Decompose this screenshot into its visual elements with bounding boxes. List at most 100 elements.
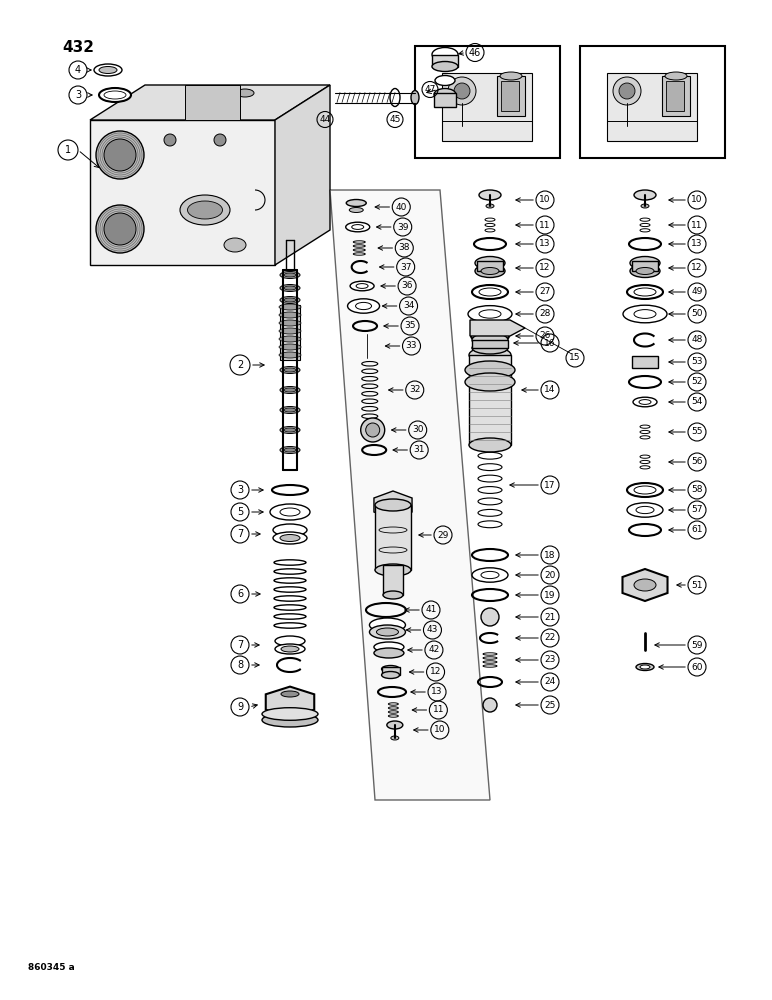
Text: 44: 44 bbox=[320, 115, 330, 124]
Ellipse shape bbox=[627, 285, 663, 299]
Polygon shape bbox=[266, 687, 314, 717]
Text: 29: 29 bbox=[437, 530, 449, 540]
Text: 13: 13 bbox=[691, 239, 703, 248]
Ellipse shape bbox=[284, 273, 296, 277]
Ellipse shape bbox=[468, 306, 512, 322]
Ellipse shape bbox=[432, 47, 458, 62]
Ellipse shape bbox=[284, 298, 296, 302]
Polygon shape bbox=[90, 120, 275, 265]
Ellipse shape bbox=[636, 506, 654, 514]
Text: 13: 13 bbox=[432, 688, 443, 696]
Ellipse shape bbox=[634, 310, 656, 318]
Text: 16: 16 bbox=[544, 338, 556, 348]
Ellipse shape bbox=[472, 568, 508, 582]
Bar bbox=[280, 305, 300, 360]
Ellipse shape bbox=[280, 446, 300, 454]
Ellipse shape bbox=[478, 332, 502, 340]
Text: 11: 11 bbox=[540, 221, 550, 230]
Ellipse shape bbox=[280, 296, 300, 304]
Text: 22: 22 bbox=[544, 634, 556, 643]
Ellipse shape bbox=[350, 281, 374, 291]
Ellipse shape bbox=[411, 91, 419, 104]
Text: 38: 38 bbox=[398, 243, 410, 252]
Ellipse shape bbox=[390, 89, 400, 106]
Ellipse shape bbox=[623, 305, 667, 323]
Bar bbox=[375, 505, 411, 570]
Text: 46: 46 bbox=[469, 47, 481, 57]
Text: 54: 54 bbox=[691, 397, 703, 406]
Text: 36: 36 bbox=[401, 282, 413, 290]
Bar bbox=[381, 667, 400, 675]
Ellipse shape bbox=[270, 504, 310, 520]
Text: 11: 11 bbox=[432, 706, 444, 714]
Bar bbox=[632, 261, 658, 271]
Text: 12: 12 bbox=[691, 263, 703, 272]
Ellipse shape bbox=[224, 238, 246, 252]
Circle shape bbox=[96, 131, 144, 179]
Bar bbox=[434, 93, 456, 106]
Ellipse shape bbox=[94, 64, 122, 76]
Text: 14: 14 bbox=[544, 385, 556, 394]
Text: 47: 47 bbox=[425, 85, 435, 94]
Bar bbox=[666, 81, 684, 111]
Circle shape bbox=[619, 83, 635, 99]
Text: 13: 13 bbox=[540, 239, 550, 248]
Text: 35: 35 bbox=[405, 322, 416, 330]
Ellipse shape bbox=[469, 347, 511, 363]
Text: 57: 57 bbox=[691, 506, 703, 514]
Ellipse shape bbox=[471, 329, 509, 343]
Ellipse shape bbox=[634, 288, 656, 296]
Ellipse shape bbox=[479, 310, 501, 318]
Ellipse shape bbox=[375, 564, 411, 576]
Ellipse shape bbox=[432, 62, 458, 72]
Ellipse shape bbox=[486, 204, 494, 208]
Bar bbox=[632, 356, 658, 368]
Ellipse shape bbox=[375, 499, 411, 511]
Ellipse shape bbox=[465, 373, 515, 391]
Ellipse shape bbox=[280, 284, 300, 292]
Ellipse shape bbox=[99, 88, 131, 102]
Polygon shape bbox=[470, 320, 525, 336]
Bar bbox=[432, 54, 458, 66]
Ellipse shape bbox=[391, 736, 399, 740]
Bar bbox=[383, 565, 403, 595]
Ellipse shape bbox=[279, 304, 301, 310]
Text: 34: 34 bbox=[403, 302, 415, 310]
Text: 3: 3 bbox=[237, 485, 243, 495]
Text: 21: 21 bbox=[544, 612, 556, 621]
Ellipse shape bbox=[352, 225, 364, 229]
Text: 23: 23 bbox=[544, 656, 556, 664]
Text: 15: 15 bbox=[569, 354, 581, 362]
Ellipse shape bbox=[374, 648, 404, 658]
Ellipse shape bbox=[284, 428, 296, 432]
Ellipse shape bbox=[469, 438, 511, 452]
Text: 61: 61 bbox=[691, 526, 703, 534]
Text: 37: 37 bbox=[400, 262, 411, 271]
Text: 19: 19 bbox=[544, 590, 556, 599]
Polygon shape bbox=[622, 569, 668, 601]
Ellipse shape bbox=[387, 721, 403, 729]
Text: 18: 18 bbox=[544, 550, 556, 560]
Text: 24: 24 bbox=[544, 678, 556, 686]
Ellipse shape bbox=[479, 190, 501, 200]
Text: 42: 42 bbox=[428, 646, 439, 654]
Ellipse shape bbox=[280, 406, 300, 414]
Ellipse shape bbox=[347, 299, 380, 313]
Ellipse shape bbox=[280, 426, 300, 434]
Bar bbox=[580, 46, 725, 158]
Text: 51: 51 bbox=[691, 580, 703, 589]
Ellipse shape bbox=[262, 708, 318, 720]
Polygon shape bbox=[90, 85, 330, 120]
Ellipse shape bbox=[347, 200, 366, 207]
Ellipse shape bbox=[641, 204, 649, 208]
Ellipse shape bbox=[472, 333, 508, 347]
Ellipse shape bbox=[236, 89, 254, 97]
Ellipse shape bbox=[634, 486, 656, 494]
Text: 49: 49 bbox=[691, 288, 703, 296]
Text: 50: 50 bbox=[691, 310, 703, 318]
Ellipse shape bbox=[639, 400, 651, 404]
Ellipse shape bbox=[379, 500, 407, 510]
Text: 5: 5 bbox=[237, 507, 243, 517]
Ellipse shape bbox=[370, 618, 405, 632]
Circle shape bbox=[613, 77, 641, 105]
